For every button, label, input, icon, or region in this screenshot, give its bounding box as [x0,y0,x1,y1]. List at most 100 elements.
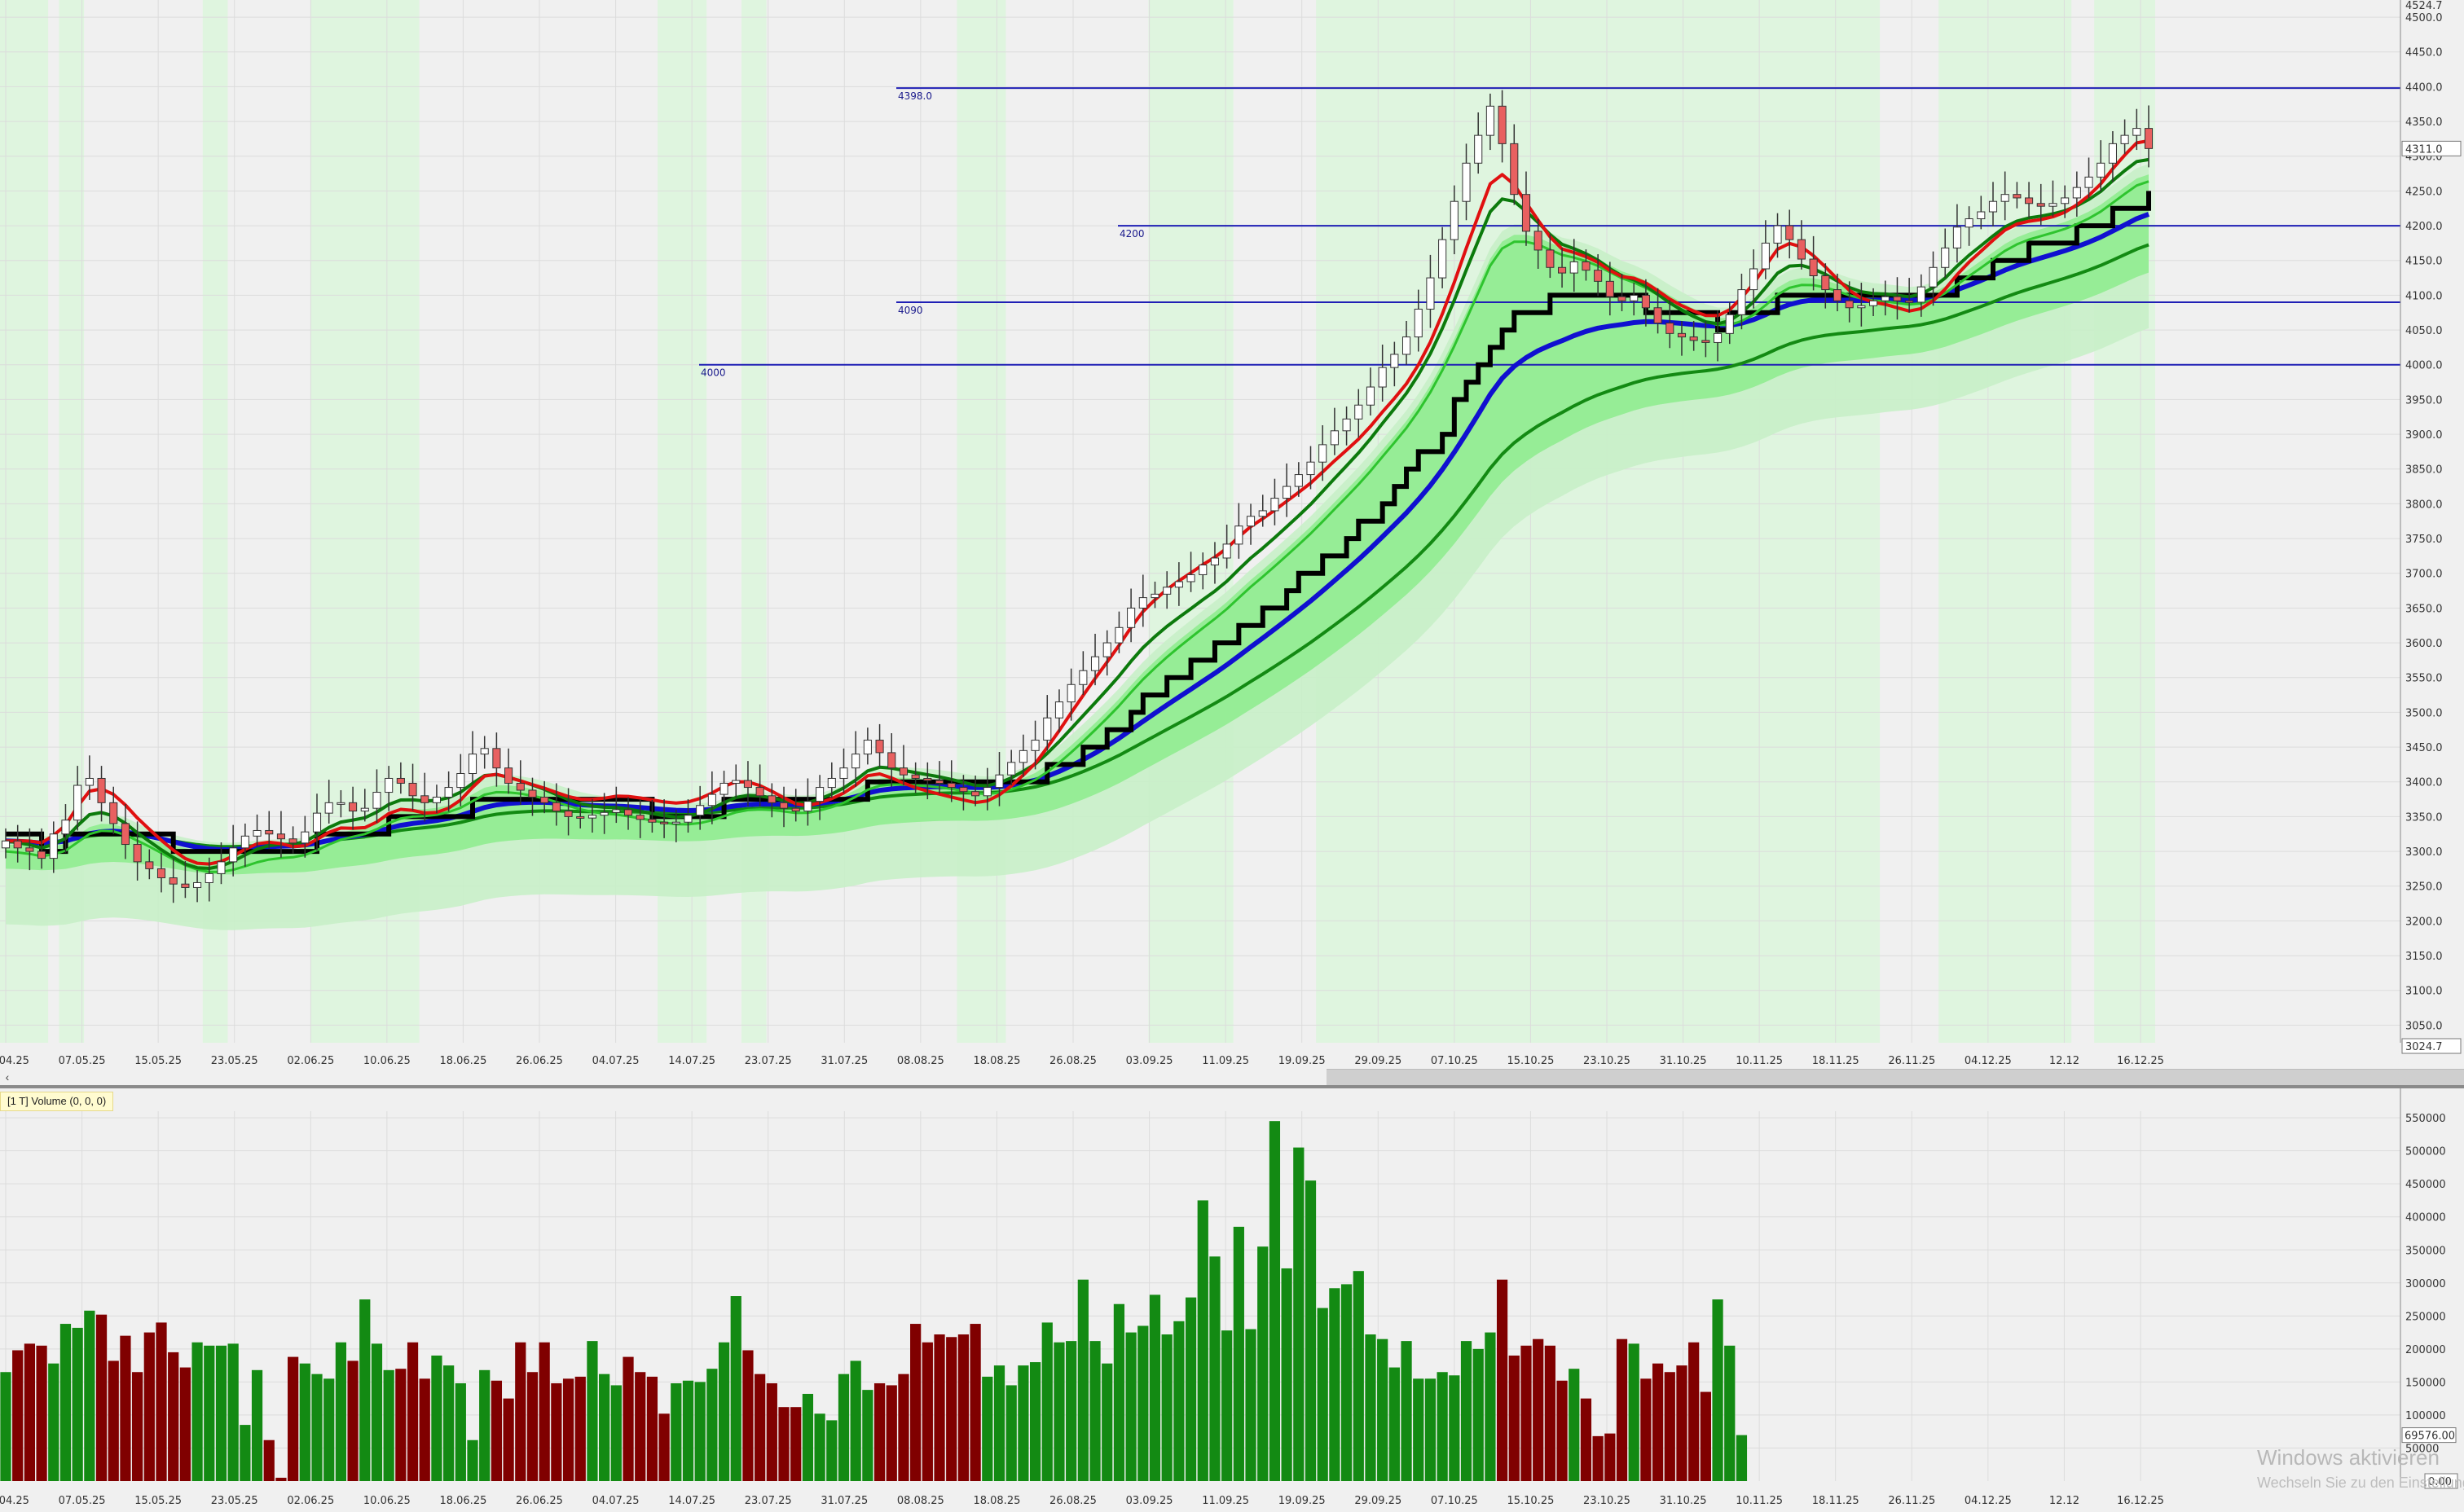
volume-bar [886,1385,897,1481]
price-axis-max-label: 4524.7 [2405,0,2443,12]
volume-legend[interactable]: [1 T] Volume (0, 0, 0) [0,1092,114,1111]
candle-body [1438,239,1447,279]
level-label: 4090 [898,305,923,316]
candle-body [2048,203,2057,207]
candle-body [696,805,705,816]
candle-body [1354,404,1363,420]
candle-body [1630,294,1639,301]
candle-body [240,835,249,849]
volume-tick-label: 50000 [2405,1443,2439,1455]
volume-bar [1437,1372,1448,1481]
volume-bar [1102,1363,1113,1481]
volume-bar [1113,1303,1125,1481]
candle-body [468,754,477,775]
candle-body [385,777,394,793]
date-label: 23.07.25 [745,1055,792,1067]
volume-bar [623,1356,634,1481]
date-label: 15.05.25 [134,1055,182,1067]
candle-body [1054,701,1064,719]
date-label: 26.06.25 [516,1055,563,1067]
volume-date-label: 10.11.25 [1736,1495,1783,1507]
ma-green-line [5,157,2149,870]
volume-date-label: 04.12.25 [1965,1495,2012,1507]
candle-body [97,777,106,803]
volume-bar [574,1376,586,1481]
price-chart[interactable]: 4398.0 4200 4090 4000 3050.0 3100.0 3150.0 3200… [0,0,2464,1069]
panel-splitter[interactable] [0,1085,2464,1088]
volume-bar [1245,1329,1256,1481]
scroll-left-arrow[interactable]: ‹ [5,1070,10,1083]
candle-body [899,767,909,776]
candle-body [372,792,381,809]
price-tick-label: 4000.0 [2405,360,2443,372]
volume-date-label: 23.07.25 [745,1495,792,1507]
volume-bar [1520,1345,1532,1481]
volume-bar [1472,1348,1484,1481]
candle-body [1210,557,1220,566]
candle-body [779,802,789,809]
volume-bar [383,1369,394,1481]
volume-bar [467,1439,478,1481]
candle-body [205,872,213,883]
date-label: 31.10.25 [1660,1055,1707,1067]
date-label: 15.10.25 [1507,1055,1554,1067]
date-label: 07.10.25 [1431,1055,1478,1067]
volume-bar [1173,1321,1185,1481]
volume-date-label: 03.09.25 [1126,1495,1173,1507]
volume-bar [1413,1378,1424,1481]
candle-body [947,782,956,789]
volume-bar [922,1342,933,1481]
candle-body [803,801,812,812]
volume-bar [1353,1271,1364,1481]
volume-bar [479,1369,491,1481]
candle-body [2084,176,2093,188]
volume-bar [910,1324,922,1481]
candle-body [1019,749,1027,763]
candle-body [1905,300,1914,303]
volume-date-label: 02.06.25 [287,1495,334,1507]
date-label: 16.12.25 [2117,1055,2164,1067]
candle-body [85,777,94,786]
candle-body [1414,308,1423,338]
candle-body [396,777,405,784]
volume-bar [1149,1294,1161,1481]
price-tick-label: 3450.0 [2405,742,2443,754]
cloud-inner [6,174,2149,875]
volume-bar [826,1420,838,1481]
volume-date-label: 29.09.25 [1354,1495,1401,1507]
volume-bar [862,1390,873,1481]
volume-bar [1161,1334,1173,1481]
candle-body [1737,289,1746,315]
horizontal-scrollbar[interactable] [1327,1069,2464,1087]
volume-tick-label: 300000 [2405,1278,2446,1290]
volume-bar [108,1360,119,1481]
price-tick-label: 3900.0 [2405,429,2443,442]
volume-bar [24,1343,35,1481]
volume-bar [778,1407,790,1481]
candle-body [911,774,920,779]
candle-body [13,840,22,849]
candle-body [156,868,166,879]
candle-body [1558,266,1567,274]
date-label: 29.09.25 [1354,1055,1401,1067]
candle-body [1426,277,1435,310]
volume-bar [718,1342,730,1481]
level-label: 4200 [1120,228,1145,240]
volume-bar [227,1343,239,1481]
volume-bar [251,1369,263,1481]
candle-body [1761,242,1770,270]
volume-bar [755,1374,766,1481]
date-label: 23.10.25 [1583,1055,1630,1067]
volume-bar [1508,1355,1520,1481]
price-tick-label: 4350.0 [2405,116,2443,129]
candle-body [564,811,573,817]
candle-body [1641,294,1650,309]
price-tick-label: 3750.0 [2405,534,2443,546]
last-price-label-box [2401,140,2462,156]
candle-body [1031,740,1040,751]
volume-chart[interactable]: 50000 100000 150000 200000 250000 300000 35000… [0,1088,2464,1512]
volume-bar [706,1369,718,1481]
volume-bar [1664,1372,1675,1481]
candle-body [408,782,417,797]
volume-bar [1005,1385,1017,1481]
